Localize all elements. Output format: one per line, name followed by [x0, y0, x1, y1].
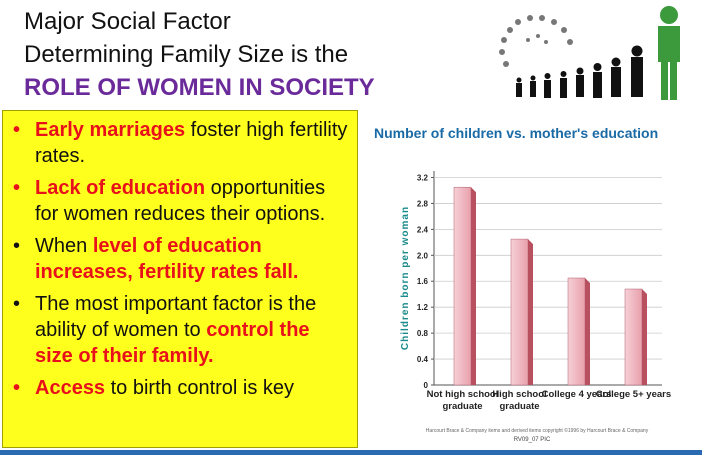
- bar-side: [585, 278, 590, 385]
- chart-svg: Number of children vs. mother's educatio…: [374, 125, 662, 443]
- bullet: • When level of education increases, fert…: [13, 233, 351, 285]
- bullet: • Access to birth control is key: [13, 375, 351, 401]
- bullet-text: Access: [35, 377, 106, 399]
- bullet-marker: •: [13, 119, 21, 141]
- y-tick-label: 2.4: [417, 225, 429, 234]
- credit: Harcourt Brace & Company items and deriv…: [426, 427, 649, 434]
- bar-side: [528, 239, 533, 385]
- bullet-marker: •: [13, 235, 21, 257]
- y-axis-label: Children born per woman: [400, 206, 411, 350]
- y-tick-label: 0.4: [417, 355, 429, 364]
- header-line: Determining Family Size is the: [24, 41, 349, 68]
- header-line: Major Social Factor: [24, 8, 231, 35]
- x-tick-label: Not high school graduate: [426, 389, 499, 412]
- bullet-marker: •: [13, 293, 21, 315]
- bullet-marker: •: [13, 377, 21, 399]
- y-tick-label: 1.6: [417, 277, 429, 286]
- bar: [567, 277, 586, 386]
- y-tick-label: 2.0: [417, 251, 429, 260]
- bullet-text: When: [35, 235, 93, 257]
- bullet: • Early marriages foster high fertility r…: [13, 117, 351, 169]
- bullet-text: opportunities for women reduces their op…: [35, 177, 326, 225]
- chart-title: Number of children vs. mother's educatio…: [374, 125, 658, 141]
- y-tick-label: 2.8: [417, 199, 429, 208]
- bullet-text: to birth control is key: [105, 377, 295, 399]
- x-tick-label: High school graduate: [492, 389, 547, 412]
- header-emphasis: ROLE OF WOMEN IN SOCIETY: [24, 74, 375, 101]
- y-tick-label: 1.2: [417, 303, 429, 312]
- bar: [453, 186, 472, 386]
- bullet: • Lack of education opportunities for wom…: [13, 175, 351, 227]
- bullet-text: foster high fertility rates.: [35, 119, 348, 167]
- bullet-text: level of education increases, fertility …: [35, 235, 299, 283]
- bullet-text: Early marriages: [35, 119, 186, 141]
- chart: Number of children vs. mother's educatio…: [362, 110, 702, 448]
- bullet: • The most important factor is the abilit…: [13, 291, 351, 369]
- bar-side: [642, 289, 647, 385]
- bar: [510, 238, 529, 386]
- x-tick-label: College 5+ years: [595, 389, 672, 400]
- bullet-text: The most important factor is the ability…: [35, 293, 317, 341]
- people-icon: [499, 6, 680, 100]
- credit: RV09_07 PIC: [514, 437, 551, 443]
- bullet-text: control the size of their family.: [35, 319, 310, 367]
- bullet-text: Lack of education: [35, 177, 206, 199]
- y-tick-label: 3.2: [417, 173, 429, 182]
- bar-side: [471, 187, 476, 385]
- bar: [624, 288, 643, 386]
- x-tick-label: College 4 years: [541, 389, 612, 400]
- y-tick-label: 0.8: [417, 329, 429, 338]
- bullet-panel: • Early marriages foster high fertility r…: [2, 110, 358, 448]
- bottom-rule: [0, 450, 702, 455]
- bullet-marker: •: [13, 177, 21, 199]
- y-tick-label: 0: [424, 381, 429, 390]
